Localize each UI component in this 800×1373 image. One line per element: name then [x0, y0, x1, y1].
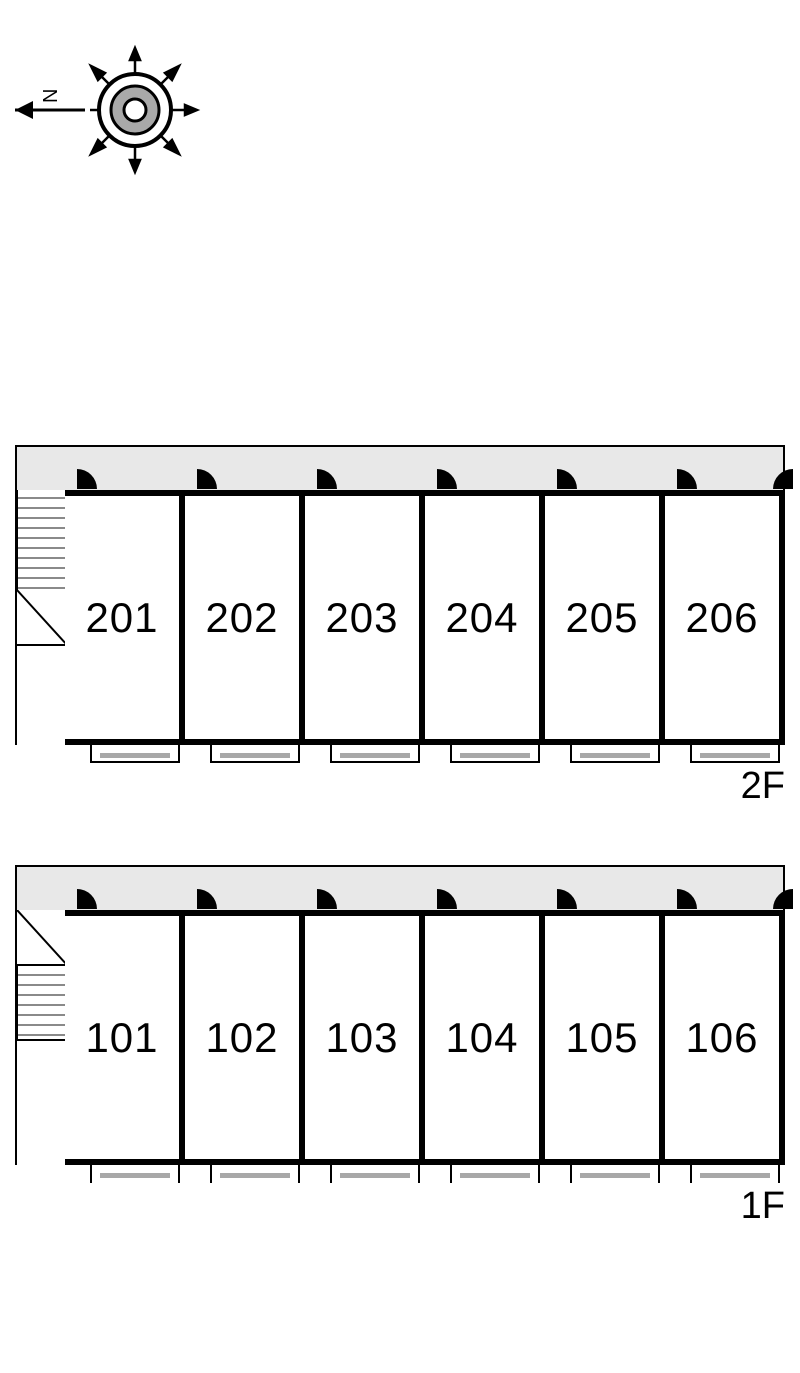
window-icon — [210, 745, 300, 763]
unit-label: 205 — [565, 594, 638, 642]
window-row-1f — [15, 1165, 785, 1183]
window-icon — [210, 1165, 300, 1183]
window-row-2f — [15, 745, 785, 763]
door-icon — [75, 467, 105, 489]
unit-label: 103 — [325, 1014, 398, 1062]
window-icon — [570, 1165, 660, 1183]
unit-label: 202 — [205, 594, 278, 642]
floor-label-1f: 1F — [741, 1185, 785, 1228]
window-icon — [330, 745, 420, 763]
units-row-1f: 101 102 103 104 105 106 — [15, 910, 785, 1165]
door-icon — [555, 887, 585, 909]
compass-rose: N — [15, 35, 215, 185]
unit-205: 205 — [545, 490, 665, 745]
floor-block-1f: 101 102 103 104 105 106 — [15, 865, 785, 1183]
corridor-2f — [15, 445, 785, 490]
unit-label: 101 — [85, 1014, 158, 1062]
door-icon — [555, 467, 585, 489]
window-icon — [450, 745, 540, 763]
stair-2f — [15, 490, 65, 745]
unit-201: 201 — [65, 490, 185, 745]
door-icon — [75, 887, 105, 909]
unit-106: 106 — [665, 910, 785, 1165]
unit-label: 104 — [445, 1014, 518, 1062]
north-letter: N — [40, 89, 62, 103]
unit-label: 102 — [205, 1014, 278, 1062]
stair-icon — [17, 910, 67, 1165]
unit-103: 103 — [305, 910, 425, 1165]
door-icon — [435, 467, 465, 489]
unit-105: 105 — [545, 910, 665, 1165]
unit-label: 105 — [565, 1014, 638, 1062]
door-icon — [765, 467, 795, 489]
corridor-1f — [15, 865, 785, 910]
window-icon — [690, 745, 780, 763]
unit-label: 201 — [85, 594, 158, 642]
unit-203: 203 — [305, 490, 425, 745]
window-icon — [690, 1165, 780, 1183]
door-icon — [765, 887, 795, 909]
door-icon — [195, 887, 225, 909]
unit-label: 204 — [445, 594, 518, 642]
unit-204: 204 — [425, 490, 545, 745]
unit-label: 206 — [685, 594, 758, 642]
unit-101: 101 — [65, 910, 185, 1165]
door-icon — [315, 467, 345, 489]
floor-block-2f: 201 202 203 204 205 206 — [15, 445, 785, 763]
unit-202: 202 — [185, 490, 305, 745]
units-row-2f: 201 202 203 204 205 206 — [15, 490, 785, 745]
unit-label: 203 — [325, 594, 398, 642]
window-icon — [450, 1165, 540, 1183]
window-icon — [330, 1165, 420, 1183]
unit-102: 102 — [185, 910, 305, 1165]
door-icon — [675, 467, 705, 489]
stair-icon — [17, 490, 67, 745]
window-icon — [90, 745, 180, 763]
stair-1f — [15, 910, 65, 1165]
unit-206: 206 — [665, 490, 785, 745]
door-icon — [675, 887, 705, 909]
door-icon — [315, 887, 345, 909]
door-icon — [435, 887, 465, 909]
unit-label: 106 — [685, 1014, 758, 1062]
window-icon — [570, 745, 660, 763]
compass-icon: N — [15, 35, 215, 185]
window-icon — [90, 1165, 180, 1183]
floor-label-2f: 2F — [741, 765, 785, 808]
door-icon — [195, 467, 225, 489]
unit-104: 104 — [425, 910, 545, 1165]
